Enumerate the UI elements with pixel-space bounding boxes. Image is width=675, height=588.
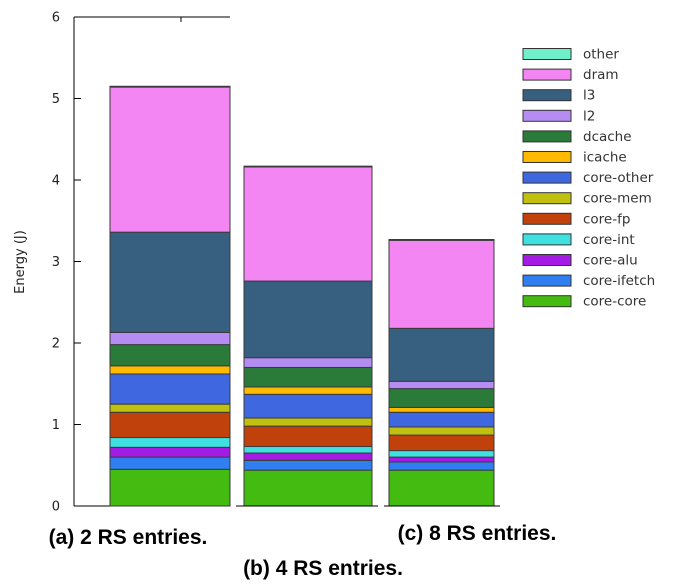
legend-label-core-core: core-core: [583, 294, 646, 310]
bar-segment-core-int: [109, 437, 231, 448]
y-tick-label: 4: [52, 174, 60, 189]
legend-label-core-other: core-other: [583, 170, 654, 186]
legend-swatch-other: [522, 48, 572, 60]
bar-segment-core-fp: [109, 411, 231, 439]
legend-swatch-core-mem: [522, 192, 572, 205]
bar-segment-dram: [388, 239, 495, 329]
y-axis-title: Energy (J): [13, 230, 28, 294]
bar-segment-core-alu: [109, 446, 231, 458]
legend-swatch-core-ifetch: [522, 274, 572, 287]
bar-segment-core-alu: [388, 456, 495, 463]
y-tick-label: 3: [52, 255, 60, 270]
legend-swatch-icache: [522, 151, 572, 163]
legend-label-core-mem: core-mem: [583, 191, 652, 207]
legend-label-core-ifetch: core-ifetch: [583, 273, 655, 289]
legend-swatch-core-other: [522, 171, 572, 184]
legend-swatch-dcache: [522, 130, 572, 143]
caption-c: (c) 8 RS entries.: [398, 522, 557, 545]
legend-swatch-core-alu: [522, 254, 572, 266]
legend-swatch-core-int: [522, 233, 572, 246]
legend-label-core-alu: core-alu: [583, 253, 638, 269]
legend: other dram l3 l2 dcache icache core-other core-…: [522, 47, 655, 310]
bar-segment-icache: [243, 386, 373, 395]
legend-swatch-l2: [522, 109, 572, 122]
bar-segment-core-mem: [388, 426, 495, 436]
bar-segment-core-other: [109, 373, 231, 405]
bar-segment-core-ifetch: [109, 456, 231, 470]
legend-swatch-core-fp: [522, 212, 572, 225]
legend-label-l2: l2: [583, 108, 595, 124]
bar-segment-core-mem: [109, 403, 231, 413]
bar-segment-core-ifetch: [388, 461, 495, 471]
bar-segment-core-int: [388, 450, 495, 458]
legend-label-icache: icache: [583, 150, 627, 166]
bar-segment-other: [243, 165, 373, 168]
bars: [109, 85, 495, 507]
legend-swatch-core-core: [522, 295, 572, 308]
legend-label-dcache: dcache: [583, 129, 632, 145]
bar-segment-core-fp: [243, 425, 373, 448]
bar-segment-l3: [243, 280, 373, 359]
legend-label-other: other: [583, 47, 619, 63]
y-tick-label: 2: [52, 337, 60, 352]
y-tick-label: 6: [52, 11, 60, 26]
bar-segment-core-core: [243, 469, 373, 507]
bar-segment-l3: [109, 231, 231, 333]
bar-segment-l2: [388, 380, 495, 390]
bar-segment-core-other: [388, 411, 495, 428]
bar-segment-l2: [109, 331, 231, 346]
captions: (a) 2 RS entries. (b) 4 RS entries. (c) 8 …: [49, 522, 557, 580]
y-tick-label: 1: [52, 418, 60, 433]
bar-segment-core-core: [388, 469, 495, 507]
bar-segment-core-core: [109, 468, 231, 507]
bar-segment-dcache: [388, 388, 495, 408]
legend-label-dram: dram: [583, 67, 619, 83]
bar-segment-dram: [109, 86, 231, 233]
bar-segment-other: [109, 85, 231, 88]
bar-segment-core-mem: [243, 417, 373, 427]
legend-label-core-fp: core-fp: [583, 211, 630, 227]
bar-segment-dcache: [243, 366, 373, 388]
y-tick-label: 5: [52, 92, 60, 107]
legend-swatch-dram: [522, 68, 572, 81]
bar-segment-other: [388, 238, 495, 241]
legend-swatch-l3: [522, 89, 572, 102]
bar-segment-icache: [109, 365, 231, 375]
bar-segment-l3: [388, 327, 495, 382]
bar-segment-l2: [243, 357, 373, 368]
legend-label-l3: l3: [583, 88, 595, 104]
bar-segment-core-other: [243, 393, 373, 419]
caption-b: (b) 4 RS entries.: [243, 557, 403, 580]
y-axis: 0 1 2 3 4 5 6: [52, 11, 182, 515]
bar-segment-core-alu: [243, 452, 373, 461]
bar-segment-core-int: [243, 446, 373, 454]
bar-segment-dcache: [109, 344, 231, 367]
bar-segment-core-fp: [388, 434, 495, 452]
bar-segment-core-ifetch: [243, 459, 373, 471]
bar-segment-dram: [243, 166, 373, 282]
caption-a: (a) 2 RS entries.: [49, 526, 208, 549]
y-tick-label: 0: [52, 500, 60, 515]
legend-label-core-int: core-int: [583, 232, 635, 248]
bar-segment-icache: [388, 406, 495, 413]
